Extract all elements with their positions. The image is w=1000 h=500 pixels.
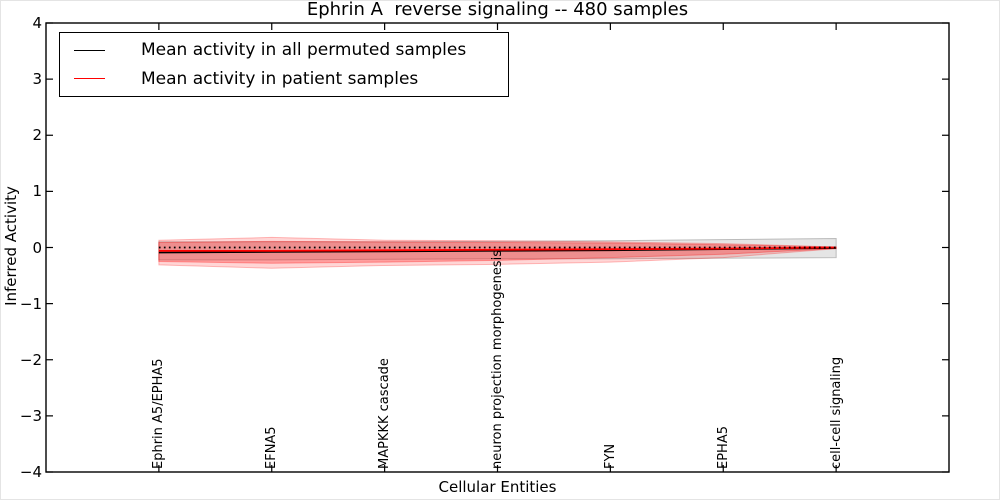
legend-line-patient-icon <box>74 78 105 80</box>
legend-label-patient: Mean activity in patient samples <box>141 68 419 89</box>
y-tick-label: 3 <box>32 70 42 89</box>
y-tick-label: −4 <box>19 463 42 481</box>
x-tick-label: Ephrin A5/EPHA5 <box>151 358 167 469</box>
x-tick-label: cell-cell signaling <box>828 356 844 469</box>
x-tick-label: MAPKKK cascade <box>377 358 393 469</box>
legend-entry-permuted: Mean activity in all permuted samples <box>60 36 508 64</box>
plot-frame <box>45 22 950 473</box>
y-tick-label: 0 <box>32 238 42 257</box>
chart-title: Ephrin A reverse signaling -- 480 sample… <box>306 0 689 20</box>
patient-mean-line <box>158 246 837 252</box>
y-tick-label: −1 <box>19 294 42 313</box>
y-tick-label: −3 <box>19 406 42 425</box>
legend-entry-patient: Mean activity in patient samples <box>60 65 508 93</box>
legend: Mean activity in all permuted samples Me… <box>59 32 509 97</box>
x-tick-label: EPHA5 <box>715 426 731 469</box>
x-axis-label: Cellular Entities <box>438 478 557 496</box>
x-tick-label: EFNA5 <box>264 426 280 469</box>
y-tick-label: 4 <box>32 14 42 32</box>
x-tick-label: neuron projection morphogenesis <box>490 250 505 469</box>
legend-label-permuted: Mean activity in all permuted samples <box>141 40 467 61</box>
legend-line-permuted-icon <box>74 49 105 51</box>
y-tick-label: 1 <box>32 182 42 201</box>
y-tick-label: −2 <box>19 350 42 369</box>
y-tick-label: 2 <box>32 126 42 145</box>
x-tick-label: FYN <box>602 443 618 469</box>
